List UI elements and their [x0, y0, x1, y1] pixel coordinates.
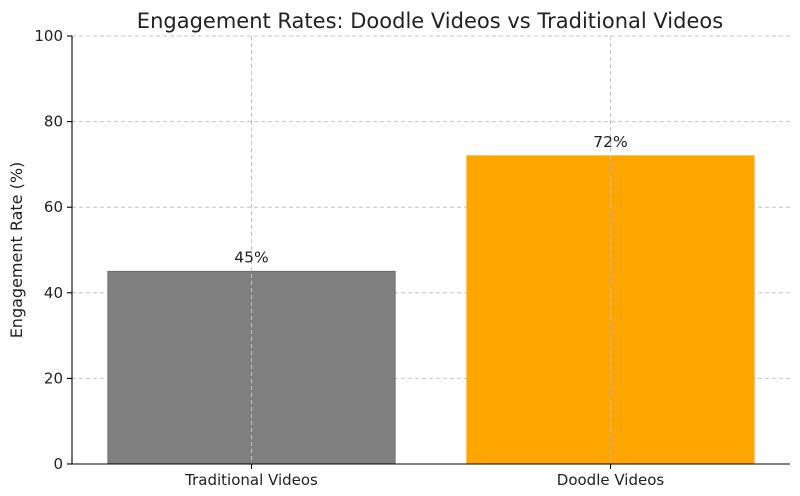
data-labels: 45% 72%	[234, 133, 627, 267]
y-tick-label: 60	[44, 198, 63, 216]
y-tick-label: 0	[53, 455, 63, 473]
bar-value-label: 72%	[593, 133, 627, 151]
vertical-grid-lines	[251, 36, 611, 464]
chart-title: Engagement Rates: Doodle Videos vs Tradi…	[137, 9, 723, 33]
x-tick-label: Doodle Videos	[557, 471, 665, 489]
bars	[107, 155, 755, 465]
bar-value-label: 45%	[234, 248, 268, 266]
y-tick-label: 20	[44, 369, 63, 387]
axes: 0 20 40 60 80 100 Traditional Videos Doodle Vid…	[34, 27, 790, 489]
y-tick-label: 40	[44, 284, 63, 302]
x-tick-label: Traditional Videos	[184, 471, 318, 489]
y-axis-label: Engagement Rate (%)	[7, 162, 26, 339]
y-tick-label: 80	[44, 113, 63, 131]
y-tick-label: 100	[34, 27, 63, 45]
